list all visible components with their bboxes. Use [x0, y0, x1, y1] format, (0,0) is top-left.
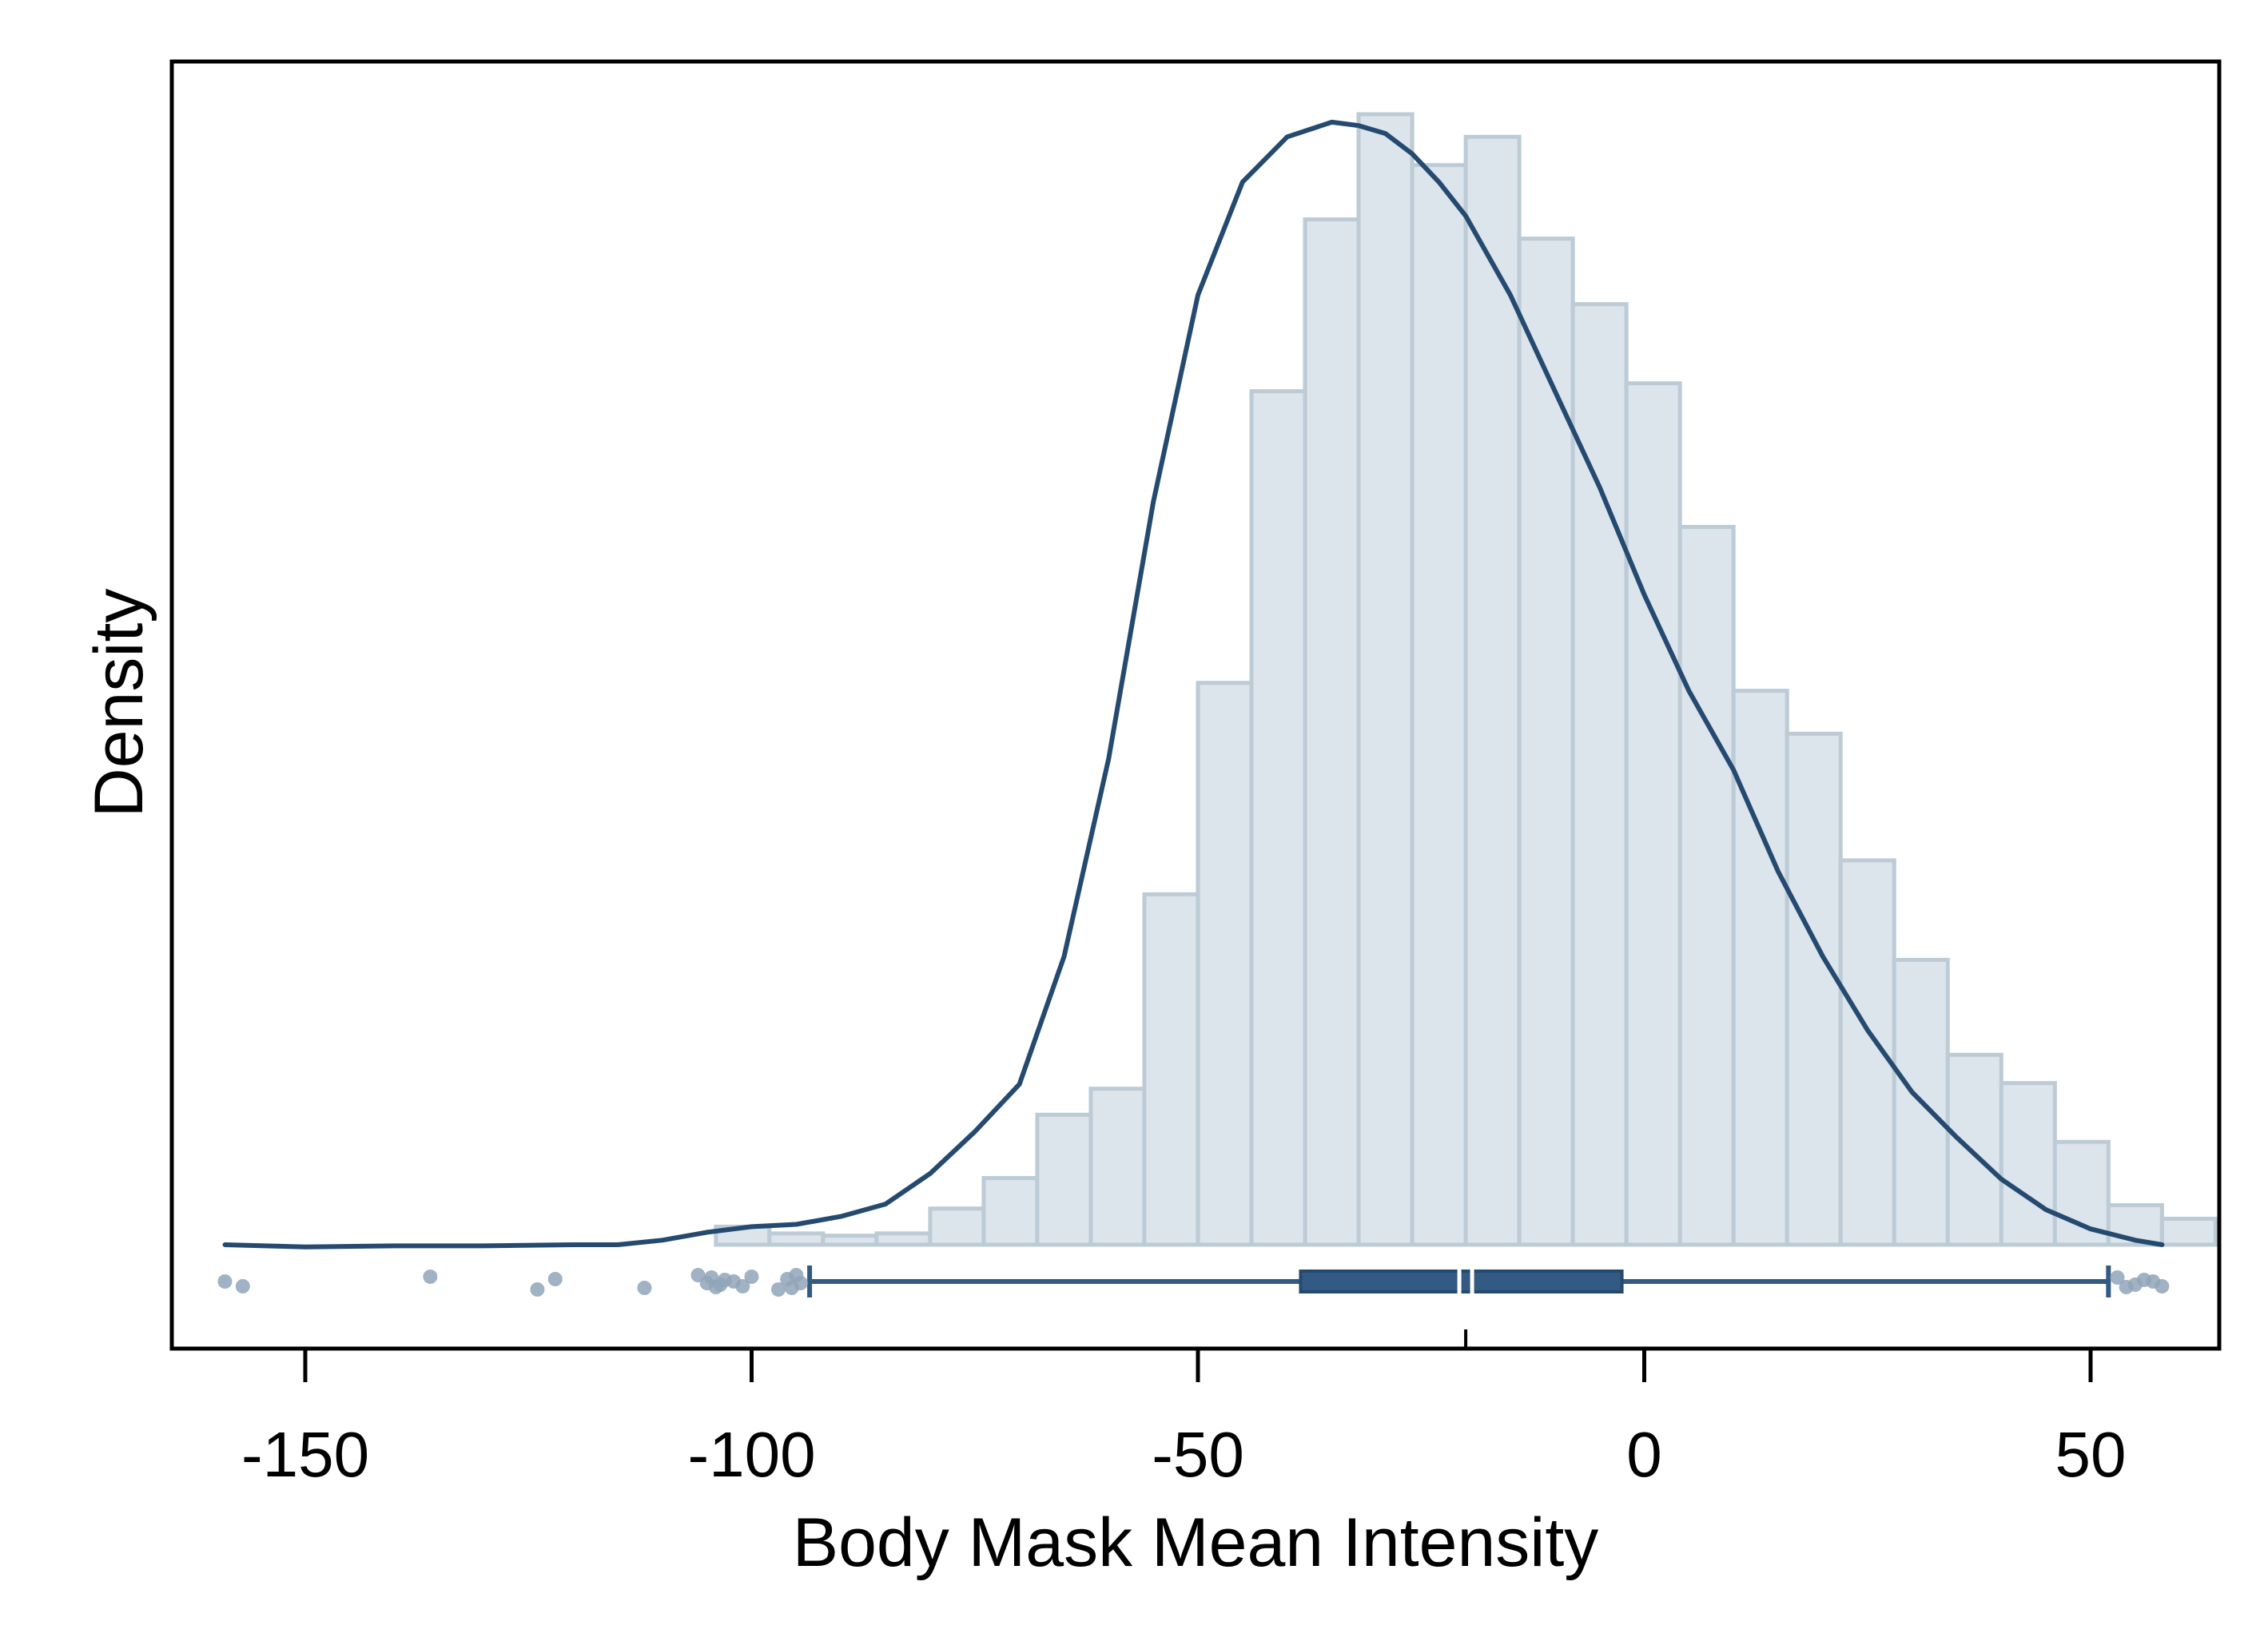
outlier-point — [735, 1279, 750, 1293]
histogram-bar — [1570, 302, 1629, 1247]
histogram-bar — [928, 1206, 986, 1247]
histogram-bar — [1999, 1081, 2057, 1247]
x-axis-ticks: -150 -100 -50 0 50 — [241, 1329, 2127, 1490]
histogram-bars — [714, 112, 2218, 1247]
histogram-bar — [1517, 236, 1575, 1247]
x-tick-label: -150 — [241, 1419, 369, 1490]
outlier-point — [771, 1282, 786, 1297]
histogram-bar — [1624, 381, 1682, 1247]
histogram-bar — [767, 1231, 826, 1247]
x-axis-title: Body Mask Mean Intensity — [793, 1504, 1599, 1581]
histogram-bar — [1731, 689, 1789, 1247]
outlier-point — [793, 1276, 808, 1290]
y-axis-title: Density — [81, 589, 157, 818]
outlier-point — [2155, 1279, 2170, 1293]
x-tick-label: -50 — [1152, 1419, 1244, 1490]
histogram-bar — [1410, 163, 1468, 1247]
histogram-bar — [1035, 1112, 1093, 1247]
x-tick-label: -100 — [687, 1419, 815, 1490]
histogram-bar — [1785, 731, 1843, 1247]
histogram-bar — [1945, 1052, 2003, 1247]
histogram-bar — [874, 1231, 933, 1247]
histogram-bar — [1088, 1087, 1147, 1247]
plot-frame — [169, 59, 2222, 1351]
density-curve — [222, 119, 2165, 1250]
outlier-point — [2110, 1270, 2125, 1285]
outlier-point — [530, 1282, 545, 1297]
histogram-bar — [981, 1176, 1040, 1247]
outlier-point — [744, 1270, 759, 1284]
outlier-points — [217, 1268, 2170, 1297]
x-tick-label: 50 — [2055, 1419, 2127, 1490]
histogram-bar — [1303, 217, 1361, 1247]
histogram-bar — [1196, 681, 1254, 1247]
outlier-point — [637, 1281, 652, 1295]
histogram-bar — [1677, 524, 1736, 1247]
histogram-bar — [1249, 389, 1307, 1247]
histogram-bar — [1142, 892, 1200, 1247]
outlier-point — [547, 1272, 563, 1286]
outlier-point — [217, 1274, 233, 1289]
histogram-bar — [1356, 112, 1415, 1247]
outlier-point — [423, 1270, 438, 1284]
histogram-bar — [1463, 134, 1522, 1247]
histogram-bar — [2159, 1216, 2218, 1247]
histogram-bar — [821, 1234, 879, 1247]
x-tick-label: 0 — [1626, 1419, 1662, 1490]
boxplot — [807, 1266, 2111, 1297]
outlier-point — [235, 1279, 250, 1293]
